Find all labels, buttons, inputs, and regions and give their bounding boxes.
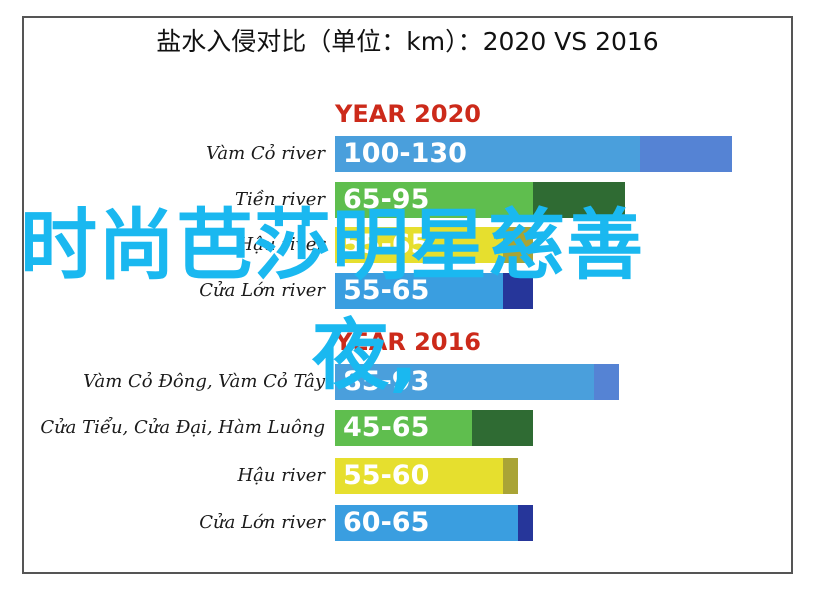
bar-category-label: Cửa Tiểu, Cửa Đại, Hàm Luông bbox=[40, 417, 325, 438]
bar-min-segment bbox=[335, 227, 503, 263]
bar-category-label: Vàm Cỏ Đông, Vàm Cỏ Tây bbox=[83, 371, 325, 392]
overlay-text-line1: 时尚芭莎明星慈善 bbox=[20, 202, 644, 291]
group-label: YEAR 2016 bbox=[335, 328, 481, 356]
bar-min-segment bbox=[335, 182, 534, 218]
bar-range-segment bbox=[502, 458, 518, 494]
bar-data-label: 85-93 bbox=[343, 366, 430, 397]
bar-range-segment bbox=[502, 273, 534, 309]
bar-category-label: Vàm Cỏ river bbox=[206, 143, 325, 164]
bar-min-segment bbox=[335, 410, 473, 446]
bar-min-segment bbox=[335, 136, 640, 172]
bar-category-label: Hậu river bbox=[237, 234, 325, 255]
bar-category-label: Cửa Lớn river bbox=[199, 512, 325, 533]
bar-data-label: 55-65 bbox=[343, 229, 430, 260]
bar-category-label: Hậu river bbox=[237, 465, 325, 486]
bar-category-label: Tiền river bbox=[235, 189, 325, 210]
bar-data-label: 65-95 bbox=[343, 184, 430, 215]
bar-range-segment bbox=[640, 136, 732, 172]
bar-data-label: 60-65 bbox=[343, 507, 430, 538]
bar-data-label: 55-65 bbox=[343, 275, 430, 306]
bar-data-label: 100-130 bbox=[343, 138, 467, 169]
bar-min-segment bbox=[335, 364, 595, 400]
group-label: YEAR 2020 bbox=[335, 100, 481, 128]
chart-title: 盐水入侵对比（单位：km）：2020 VS 2016 bbox=[156, 27, 659, 56]
bar-data-label: 45-65 bbox=[343, 412, 430, 443]
bar-min-segment bbox=[335, 273, 503, 309]
bar-range-segment bbox=[472, 410, 534, 446]
bar-range-segment bbox=[594, 364, 619, 400]
bar-category-label: Cửa Lớn river bbox=[199, 280, 325, 301]
bar-min-segment bbox=[335, 505, 518, 541]
bar-range-segment bbox=[502, 227, 534, 263]
bar-data-label: 55-60 bbox=[343, 460, 430, 491]
bar-range-segment bbox=[533, 182, 625, 218]
bar-min-segment bbox=[335, 458, 503, 494]
bar-range-segment bbox=[518, 505, 534, 541]
overlay-text-line2: 夜, bbox=[312, 312, 419, 401]
